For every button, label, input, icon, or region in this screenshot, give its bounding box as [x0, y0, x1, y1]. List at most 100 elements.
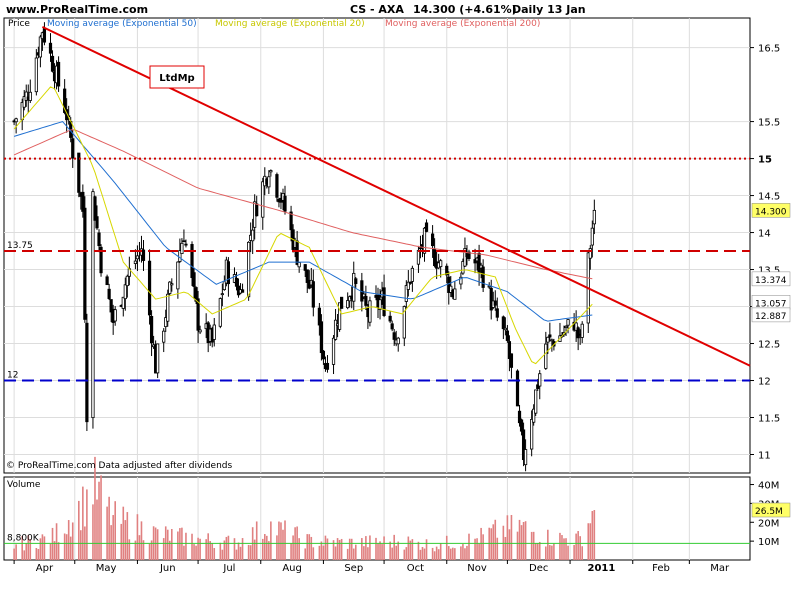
volume-bar	[162, 538, 165, 560]
candle-body	[378, 299, 382, 310]
volume-bar	[468, 533, 470, 560]
volume-bar	[425, 539, 428, 560]
x-tick-label: 2011	[587, 563, 615, 574]
candle-body	[523, 449, 528, 466]
candle-body	[445, 265, 449, 276]
x-tick-label: Feb	[652, 563, 670, 574]
candle	[467, 249, 471, 262]
candle	[93, 195, 97, 221]
volume-bar	[183, 545, 185, 560]
volume-bar	[365, 536, 367, 560]
candle	[404, 280, 408, 309]
volume-bar	[466, 545, 468, 560]
candle-body	[515, 370, 520, 407]
volume-bar	[377, 543, 379, 560]
candle-body	[182, 240, 186, 243]
candle-body	[226, 261, 231, 285]
volume-bar	[270, 521, 272, 560]
candle-body	[346, 300, 350, 309]
candle	[168, 280, 172, 296]
candle-body	[234, 277, 239, 287]
volume-bar	[423, 548, 426, 560]
candle-body	[212, 324, 216, 340]
volume-bar	[530, 531, 533, 560]
candle	[321, 349, 326, 365]
candle-body	[56, 61, 61, 87]
candle	[473, 248, 477, 274]
volume-bar	[223, 540, 226, 560]
volume-bar	[233, 538, 236, 560]
candle	[97, 229, 101, 253]
candle-body	[190, 244, 194, 279]
volume-bar	[460, 546, 462, 560]
candle-body	[255, 203, 259, 217]
candle-body	[467, 251, 471, 259]
candle	[156, 343, 160, 379]
volume-bar	[106, 506, 108, 560]
candle-body	[275, 174, 279, 198]
volume-bar	[237, 542, 240, 560]
candle	[390, 320, 394, 332]
volume-bar	[561, 535, 563, 560]
volume-bar	[23, 550, 26, 560]
candle	[192, 267, 196, 300]
candle	[325, 355, 330, 373]
candle	[220, 283, 224, 307]
candle-body	[170, 283, 174, 286]
candle	[234, 271, 239, 291]
volume-bar	[35, 547, 38, 560]
candle	[164, 309, 168, 332]
candle	[147, 249, 152, 325]
volume-bar	[508, 529, 511, 560]
candle	[447, 271, 451, 305]
candle-body	[592, 209, 596, 225]
candle-body	[396, 337, 400, 345]
candle	[113, 306, 117, 326]
candle	[461, 258, 465, 276]
candle	[149, 310, 154, 357]
candle-body	[340, 296, 344, 309]
candle	[83, 196, 87, 323]
volume-bar	[298, 538, 300, 560]
volume-bar	[393, 534, 395, 560]
volume-bar	[381, 544, 383, 560]
candle	[364, 285, 368, 311]
candle	[424, 219, 429, 233]
volume-bar	[71, 522, 74, 560]
candle-body	[178, 250, 182, 262]
volume-bar	[80, 530, 82, 560]
candle-body	[218, 298, 222, 327]
volume-bar	[284, 520, 286, 560]
candle	[81, 184, 85, 218]
candle-body	[588, 248, 592, 259]
volume-bar	[69, 536, 72, 560]
candle-body	[38, 36, 42, 58]
volume-bar	[96, 499, 98, 560]
volume-tick-label: 10M	[758, 537, 779, 548]
volume-bar	[367, 547, 369, 560]
candle	[99, 244, 103, 277]
volume-bar	[449, 548, 452, 560]
candle-body	[135, 255, 140, 260]
instrument-label: CS - AXA	[350, 3, 404, 16]
x-tick-label: Jun	[159, 563, 176, 574]
candle	[337, 302, 342, 332]
candle-body	[362, 293, 366, 298]
candle-body	[477, 252, 481, 274]
candle-body	[550, 339, 554, 342]
volume-bar	[112, 515, 114, 560]
candle	[515, 369, 520, 407]
candle-body	[509, 353, 514, 368]
candle-body	[63, 88, 67, 113]
candle-body	[416, 250, 421, 265]
volume-bar	[553, 543, 555, 560]
volume-bar	[474, 538, 476, 560]
candle	[439, 258, 443, 278]
volume-bar	[559, 532, 561, 560]
volume-bar	[100, 475, 102, 560]
candle-body	[333, 319, 338, 340]
candle-body	[303, 264, 307, 271]
candle	[340, 296, 344, 309]
candle	[319, 314, 324, 361]
volume-bar	[593, 510, 596, 560]
